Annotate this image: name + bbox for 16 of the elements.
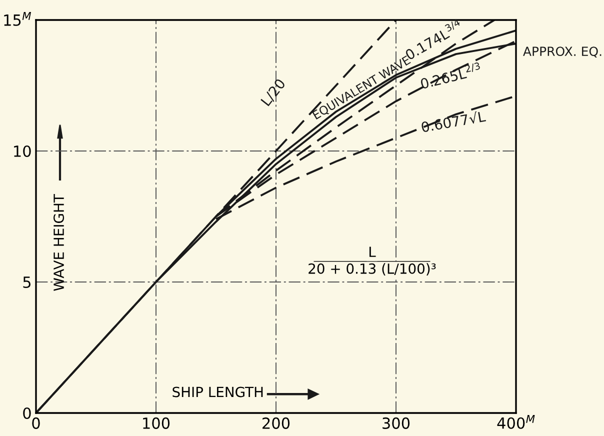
y-tick-label: 5 (23, 276, 30, 288)
x-axis-title: SHIP LENGTH (172, 386, 263, 398)
x-tick-label: 400$^{M}$ (497, 415, 535, 429)
series-label: APPROX. EQ. (523, 46, 602, 58)
y-tick-label: 0 (23, 407, 31, 420)
x-tick-label: 100 (143, 417, 170, 429)
x-tick-label: 300 (382, 417, 410, 429)
annotation: 20 + 0.13 (L/100)³ (308, 263, 436, 276)
y-tick-label: 15$^{M}$ (4, 12, 32, 26)
x-tick-label: 0 (32, 417, 40, 429)
text: 0.6077√L (420, 110, 486, 133)
x-tick-label: 200 (262, 417, 290, 429)
annotation: L (369, 246, 376, 257)
y-axis-title: WAVE HEIGHT (54, 194, 64, 291)
y-tick-label: 10 (14, 145, 31, 158)
text: 0.265L$^{2/3}$ (420, 62, 482, 90)
